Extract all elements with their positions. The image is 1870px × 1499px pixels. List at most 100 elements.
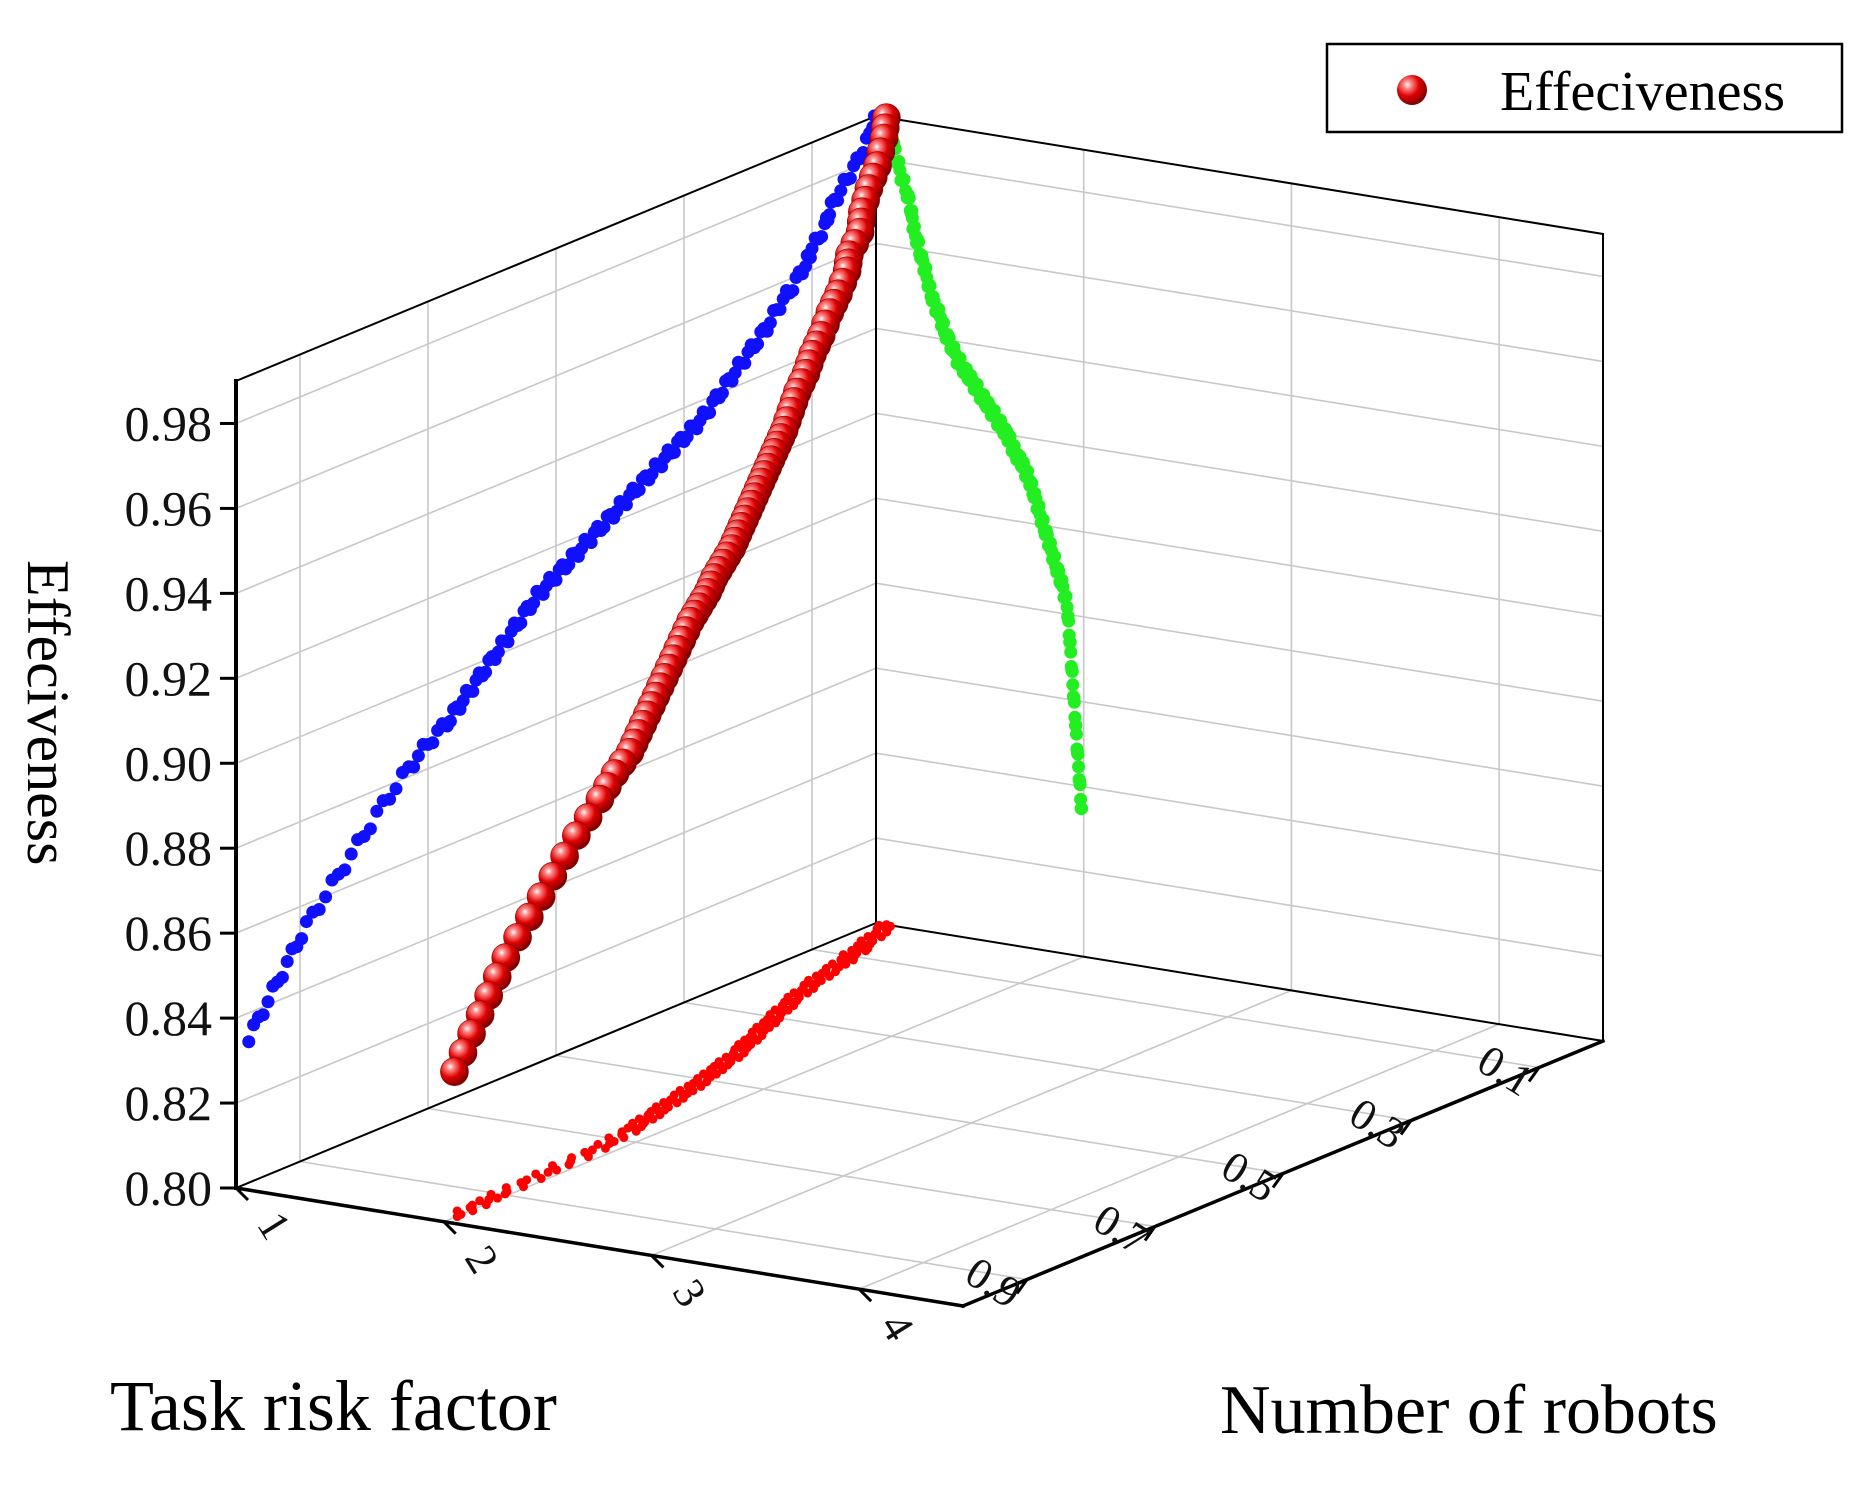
blue-projection-point [242,1035,256,1049]
green-projection-point [1059,589,1073,603]
blue-projection-point [370,804,384,818]
green-projection-point [1073,778,1087,792]
z-tick-label: 0.98 [125,395,213,451]
x-tick-label: 0.9 [957,1247,1030,1318]
floor-projection-point [752,1035,762,1045]
green-projection-point [1072,760,1086,774]
z-axis-title: Effeciveness [15,560,81,865]
floor-projection-point [771,1018,781,1028]
x-tick-mark [1143,1225,1157,1242]
floor-projection-point [452,1212,462,1222]
blue-projection-point [776,292,790,306]
green-projection-point [912,235,926,249]
z-tick-label: 0.82 [125,1075,213,1131]
floor-gridline-x [683,1001,1412,1122]
main-series [440,103,901,1086]
green-projection-point [1065,665,1079,679]
y-tick-label: 2 [455,1237,508,1282]
green-projection-point [1069,727,1083,741]
x-tick-label: 0.7 [1085,1194,1158,1265]
blue-projection-point [731,355,745,369]
blue-projection-point [325,873,339,887]
green-projection-point [1066,678,1080,692]
blue-projection-point [719,374,733,388]
floor-projection-point [655,1110,665,1120]
blue-projection-point [306,905,320,919]
x-tick-label: 0.5 [1213,1141,1286,1212]
floor-gridline-y [651,989,1292,1257]
blue-projection-point [344,847,358,861]
left-top-edge [234,114,878,383]
y-tick-label: 1 [248,1203,301,1248]
floor-projection-point [861,946,871,956]
green-projection-point [1071,747,1085,761]
blue-projection-point [587,525,601,539]
floor-projection-point [672,1098,682,1108]
green-projection-point [1062,614,1076,628]
blue-projection-point [495,634,509,648]
floor-projection-point [696,1081,706,1091]
blue-projection-point [299,915,313,929]
floor-projection-point [803,988,813,998]
blue-projection-point [565,547,579,561]
floor-projection-point [734,1053,744,1063]
floor-back-edge-x [234,921,878,1190]
floor-projection-point [583,1152,593,1162]
blue-projection-point [800,248,814,262]
green-projection-point [907,220,921,234]
floor-projection-point [564,1160,574,1170]
floor-projection-point [876,932,886,942]
blue-projection-point [741,345,755,359]
z-tick-label: 0.92 [125,650,213,706]
floor-back-edge-y [874,921,1605,1043]
floor-projection-point [631,1126,641,1136]
right-wall-gridline [875,497,1604,618]
blue-projection-point [266,979,280,993]
floor-projection-point [848,955,858,965]
x-tick-mark [1399,1119,1413,1136]
z-tick-label: 0.94 [125,565,213,621]
blue-projection-point [552,562,566,576]
green-projection-point [1067,695,1081,709]
z-tick-label: 0.88 [125,820,213,876]
right-wall-gridline [875,242,1604,363]
legend-marker [1397,75,1427,105]
blue-projection-point [767,304,781,318]
blue-projection-point [285,942,299,956]
floor-projection-point [552,1165,562,1175]
blue-projection-point [395,765,409,779]
floor-projection-point [493,1193,503,1203]
floor-projection-point [500,1189,510,1199]
blue-projection-point [447,702,461,716]
blue-projection-point [859,131,873,145]
x-tick-mark [1527,1066,1541,1083]
wall-panels [236,116,1603,1188]
blue-projection-point [376,794,390,808]
floor-gridline-x [811,948,1540,1069]
green-projection-point [1063,635,1077,649]
blue-projection-point [411,749,425,763]
blue-projection-point [600,509,614,523]
green-projection-point [937,316,951,330]
axis-titles: Task risk factor Number of robots Effeci… [15,560,1718,1449]
green-projection-point [1036,513,1050,527]
floor-gridline-x [299,1160,1028,1281]
right-wall-gridline [875,157,1604,278]
y-axis-title: Number of robots [1220,1372,1718,1449]
legend: Effeciveness [1325,42,1844,134]
y-tick-mark [234,1186,250,1202]
floor-gridline-x [555,1054,1284,1175]
y-tick-label: 4 [871,1304,924,1349]
right-wall-gridline [875,582,1604,703]
blue-projection-point [280,954,294,968]
right-wall-gridline [875,752,1604,872]
x-tick-mark [1015,1278,1029,1295]
y-tick-mark [442,1220,457,1235]
y-tick-mark [650,1254,665,1269]
effectiveness-point [440,1057,469,1086]
floor-projection-point [619,1133,629,1143]
z-tick-label: 0.84 [125,990,213,1046]
blue-projection-point [837,172,851,186]
z-tick-label: 0.90 [125,735,213,791]
